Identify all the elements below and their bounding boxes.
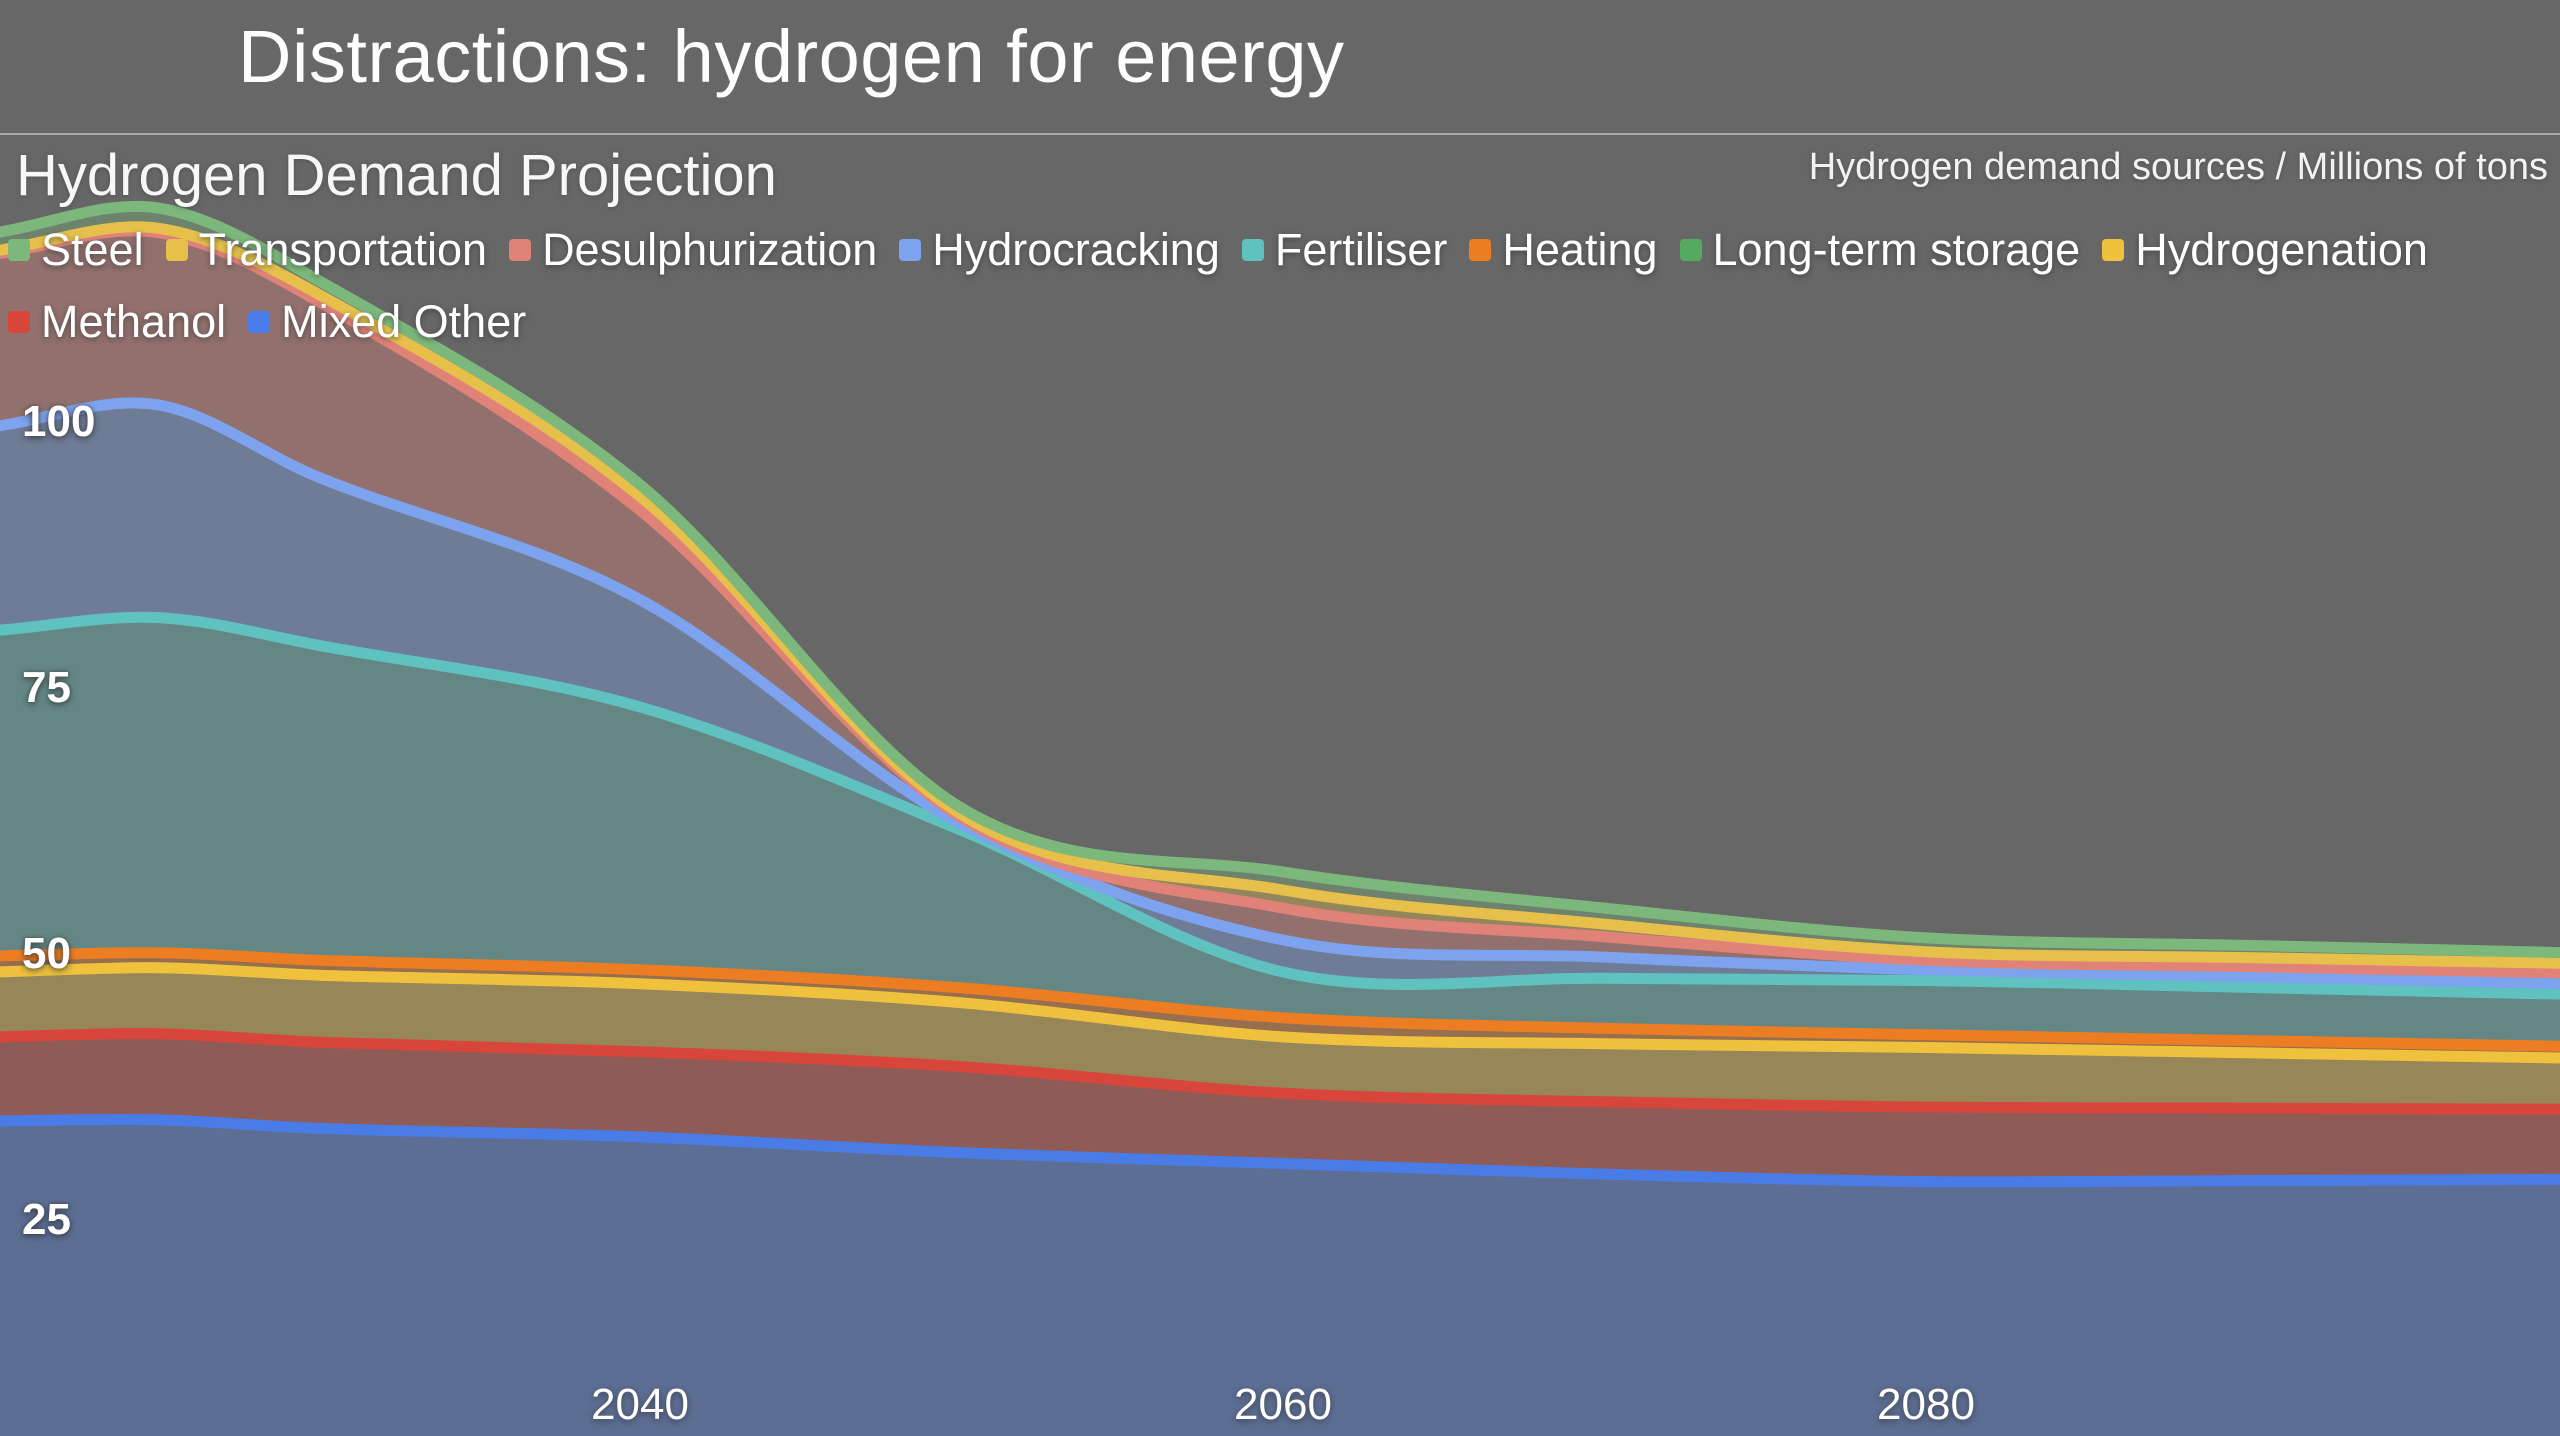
y-axis-tick-75: 75	[22, 663, 71, 712]
area-fertiliser[interactable]	[0, 617, 2560, 1047]
x-axis-tick-2080: 2080	[1877, 1380, 1975, 1429]
y-axis-tick-25: 25	[22, 1195, 71, 1244]
legend-label-transportation: Transportation	[198, 224, 488, 275]
legend-label-long-term-storage: Long-term storage	[1712, 224, 2081, 275]
series-line-transportation	[0, 221, 2560, 969]
legend-label-desulphurization: Desulphurization	[542, 224, 878, 275]
chart-title: Hydrogen Demand Projection	[16, 143, 777, 208]
y-axis-tick-50: 50	[22, 929, 71, 978]
area-methanol[interactable]	[0, 1033, 2560, 1182]
x-axis-tick-2060: 2060	[1234, 1380, 1332, 1429]
legend-item-fertiliser[interactable]: Fertiliser	[1241, 224, 1448, 276]
legend-item-transportation[interactable]: Transportation	[165, 224, 488, 276]
legend-marker-desulphurization	[509, 239, 532, 261]
legend-marker-steel	[8, 239, 30, 261]
legend-label-steel: Steel	[41, 224, 144, 275]
legend-item-desulphurization[interactable]: Desulphurization	[509, 224, 877, 276]
legend-item-hydrogenation[interactable]: Hydrogenation	[2102, 224, 2428, 276]
chart-legend: Steel Transportation Desulphurization Hydro…	[8, 224, 2556, 348]
legend-marker-transportation	[165, 239, 188, 261]
legend-label-hydrocracking: Hydrocracking	[932, 224, 1220, 275]
x-axis-tick-2040: 2040	[591, 1380, 689, 1429]
legend-item-long-term-storage[interactable]: Long-term storage	[1679, 224, 2081, 276]
series-line-methanol	[0, 1028, 2560, 1115]
series-line-hydrocracking	[0, 397, 2560, 990]
legend-marker-fertiliser	[1241, 239, 1264, 261]
legend-label-methanol: Methanol	[41, 296, 227, 347]
legend-label-hydrogenation: Hydrogenation	[2135, 224, 2428, 275]
legend-marker-hydrogenation	[2102, 239, 2125, 261]
page-title: Distractions: hydrogen for energy	[238, 15, 1345, 98]
y-axis-tick-100: 100	[22, 397, 96, 446]
legend-item-methanol[interactable]: Methanol	[8, 296, 226, 348]
series-line-heating	[0, 947, 2560, 1052]
series-line-hydrogenation	[0, 962, 2560, 1064]
legend-item-hydrocracking[interactable]: Hydrocracking	[899, 224, 1220, 276]
area-hydrocracking[interactable]	[0, 402, 2560, 995]
legend-item-mixed-other[interactable]: Mixed Other	[248, 296, 526, 348]
legend-marker-methanol	[8, 311, 30, 333]
legend-item-steel[interactable]: Steel	[8, 224, 144, 276]
legend-label-mixed-other: Mixed Other	[281, 296, 527, 347]
series-line-desulphurization	[0, 225, 2560, 979]
legend-marker-heating	[1469, 239, 1492, 261]
series-line-fertiliser	[0, 611, 2560, 1000]
axis-unit-label: Hydrogen demand sources / Millions of to…	[1808, 146, 2548, 188]
area-mixed-other[interactable]	[0, 1119, 2560, 1436]
series-line-steel	[0, 200, 2560, 959]
legend-label-fertiliser: Fertiliser	[1274, 224, 1448, 275]
legend-marker-long-term-storage	[1679, 239, 1702, 261]
area-desulphurization[interactable]	[0, 230, 2560, 984]
legend-marker-mixed-other	[248, 311, 271, 333]
header-divider	[0, 133, 2560, 135]
legend-item-heating[interactable]: Heating	[1469, 224, 1658, 276]
series-line-mixed-other	[0, 1113, 2560, 1188]
legend-marker-hydrocracking	[899, 239, 922, 261]
legend-label-heating: Heating	[1502, 224, 1658, 275]
